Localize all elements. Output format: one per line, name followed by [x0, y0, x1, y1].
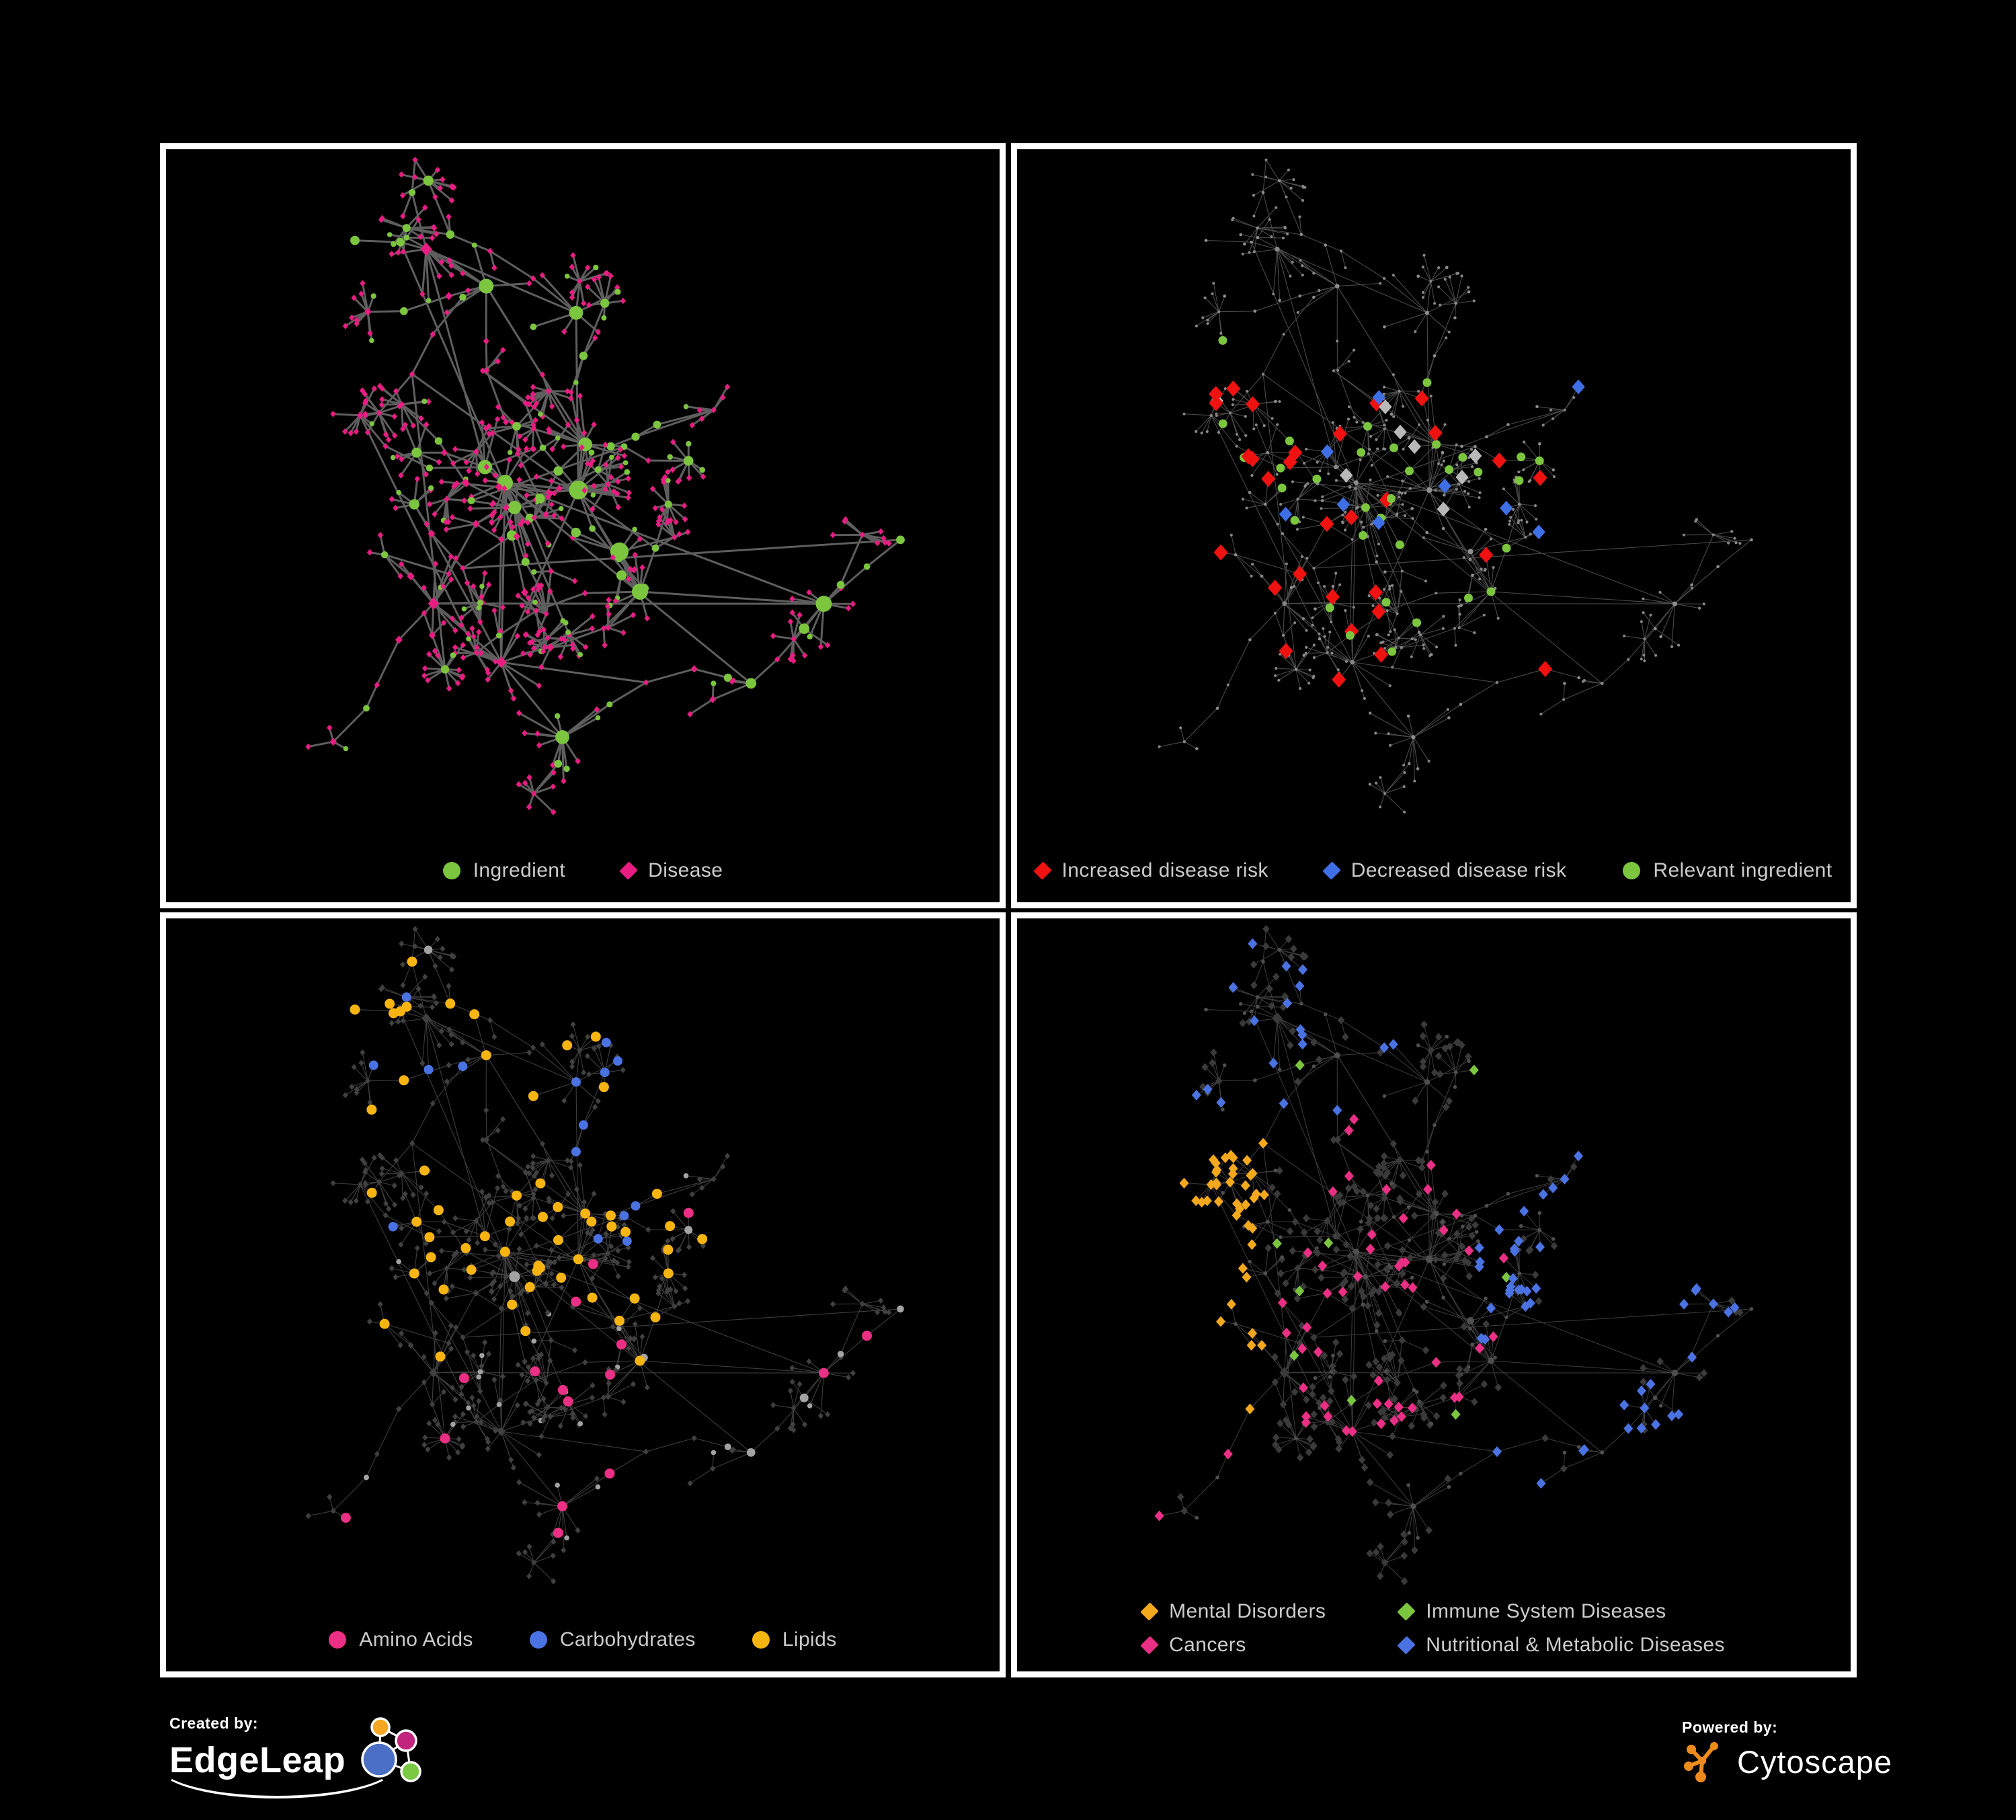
legend-label-decreased-disease-risk: Decreased disease risk	[1350, 859, 1567, 881]
circle-marker-carbohydrates	[529, 1631, 547, 1649]
diamond-marker-increased-disease-risk	[1033, 861, 1052, 880]
created-by-credit: Created by: EdgeLeap	[157, 1714, 426, 1798]
panel-ingredient-disease: Ingredient Disease	[160, 143, 1006, 908]
legend-item-relevant-ingredient: Relevant ingredient	[1623, 859, 1832, 882]
legend-item-carbohydrates: Carbohydrates	[529, 1628, 696, 1651]
legend-item-amino-acids: Amino Acids	[329, 1628, 473, 1651]
cytoscape-logo-icon	[1684, 1742, 1718, 1782]
legend-item-nutritional-metabolic-diseases: Nutritional & Metabolic Diseases	[1397, 1634, 1725, 1657]
legend-label-amino-acids: Amino Acids	[359, 1628, 473, 1651]
legend-label-ingredient: Ingredient	[473, 859, 566, 881]
powered-by-credit: Powered by: Cytoscape	[1682, 1718, 1892, 1784]
cytoscape-brand-text: Cytoscape	[1737, 1743, 1893, 1780]
circle-marker-amino-acids	[329, 1631, 347, 1649]
diamond-marker-nutritional-metabolic-diseases	[1397, 1636, 1416, 1655]
diamond-marker-cancers	[1140, 1636, 1159, 1655]
legend-ingredient-disease: Ingredient Disease	[166, 859, 1000, 882]
legend-item-cancers: Cancers	[1140, 1634, 1246, 1657]
legend-disease-risk: Increased disease risk Decreased disease …	[1017, 859, 1851, 882]
circle-marker-ingredient	[442, 862, 460, 879]
panel-disease-risk: Increased disease risk Decreased disease …	[1011, 143, 1857, 908]
circle-marker-lipids	[752, 1631, 770, 1649]
legend-label-mental-disorders: Mental Disorders	[1169, 1600, 1326, 1622]
legend-label-cancers: Cancers	[1169, 1634, 1246, 1656]
edgeleap-logo-icon	[361, 1717, 421, 1782]
network-graph-disease-classes	[1154, 924, 1754, 1585]
legend-item-mental-disorders: Mental Disorders	[1140, 1600, 1326, 1623]
diamond-marker-disease	[619, 861, 638, 880]
legend-disease-classes: Mental Disorders Immune System Diseases Ca…	[1017, 1600, 1851, 1657]
legend-label-lipids: Lipids	[782, 1628, 837, 1651]
circle-marker-relevant-ingredient	[1623, 862, 1641, 879]
legend-label-nutritional-metabolic-diseases: Nutritional & Metabolic Diseases	[1426, 1634, 1725, 1656]
powered-by-label: Powered by:	[1682, 1718, 1778, 1736]
legend-item-increased-disease-risk: Increased disease risk	[1033, 859, 1268, 882]
diamond-marker-immune-system-diseases	[1397, 1602, 1416, 1621]
legend-label-immune-system-diseases: Immune System Diseases	[1426, 1600, 1666, 1622]
legend-item-disease: Disease	[619, 859, 723, 882]
legend-label-relevant-ingredient: Relevant ingredient	[1653, 859, 1832, 881]
created-by-label: Created by:	[169, 1714, 259, 1732]
legend-label-disease: Disease	[648, 859, 723, 881]
legend-item-immune-system-diseases: Immune System Diseases	[1397, 1600, 1666, 1623]
diamond-marker-decreased-disease-risk	[1322, 861, 1341, 880]
network-graph-disease-risk	[1158, 158, 1753, 814]
edgeleap-brand-text: EdgeLeap	[169, 1740, 346, 1780]
legend-label-carbohydrates: Carbohydrates	[559, 1628, 696, 1651]
legend-item-decreased-disease-risk: Decreased disease risk	[1322, 859, 1567, 882]
panel-ingredient-classes: Amino Acids Carbohydrates Lipids	[160, 912, 1006, 1677]
network-graph-ingredient-classes	[305, 926, 904, 1585]
legend-item-lipids: Lipids	[752, 1628, 837, 1651]
panel-disease-classes: Mental Disorders Immune System Diseases Ca…	[1011, 912, 1857, 1677]
legend-ingredient-classes: Amino Acids Carbohydrates Lipids	[166, 1628, 1000, 1651]
legend-label-increased-disease-risk: Increased disease risk	[1061, 859, 1268, 881]
network-graph-ingredient-disease	[305, 157, 905, 816]
legend-item-ingredient: Ingredient	[442, 859, 566, 882]
diamond-marker-mental-disorders	[1140, 1602, 1159, 1621]
